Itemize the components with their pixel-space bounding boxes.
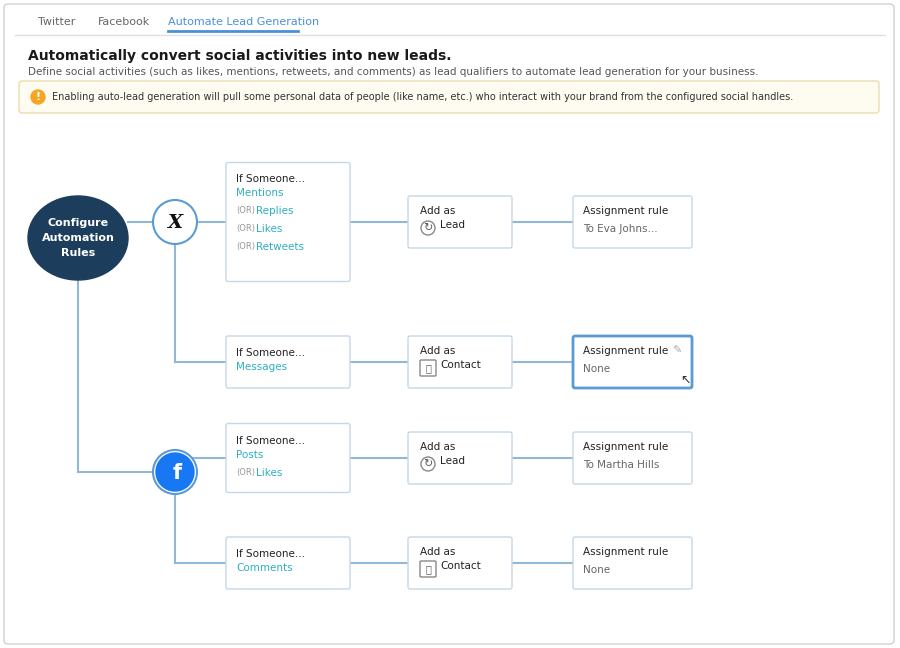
Text: ✎: ✎ bbox=[672, 346, 681, 356]
Text: (OR): (OR) bbox=[236, 242, 255, 251]
Text: Lead: Lead bbox=[440, 220, 465, 230]
FancyBboxPatch shape bbox=[19, 81, 879, 113]
Text: None: None bbox=[583, 364, 610, 374]
Text: Likes: Likes bbox=[256, 467, 283, 478]
Text: Add as: Add as bbox=[420, 547, 455, 557]
FancyBboxPatch shape bbox=[226, 336, 350, 388]
Text: X: X bbox=[167, 214, 183, 232]
Text: Twitter: Twitter bbox=[38, 17, 76, 27]
Text: Define social activities (such as likes, mentions, retweets, and comments) as le: Define social activities (such as likes,… bbox=[28, 67, 759, 77]
Text: (OR): (OR) bbox=[236, 224, 255, 233]
Text: !: ! bbox=[35, 92, 40, 102]
Text: Contact: Contact bbox=[440, 561, 481, 571]
Ellipse shape bbox=[28, 196, 128, 280]
Text: If Someone...: If Someone... bbox=[236, 549, 305, 559]
Text: Assignment rule: Assignment rule bbox=[583, 442, 668, 452]
FancyBboxPatch shape bbox=[408, 196, 512, 248]
Text: Enabling auto-lead generation will pull some personal data of people (like name,: Enabling auto-lead generation will pull … bbox=[52, 92, 793, 102]
Text: Assignment rule: Assignment rule bbox=[583, 346, 668, 356]
FancyBboxPatch shape bbox=[573, 196, 692, 248]
FancyBboxPatch shape bbox=[226, 424, 350, 492]
Circle shape bbox=[153, 450, 197, 494]
Text: If Someone...: If Someone... bbox=[236, 174, 305, 185]
Text: Comments: Comments bbox=[236, 563, 292, 573]
FancyBboxPatch shape bbox=[226, 163, 350, 281]
Text: To Eva Johns...: To Eva Johns... bbox=[583, 224, 658, 234]
FancyBboxPatch shape bbox=[420, 360, 436, 376]
FancyBboxPatch shape bbox=[4, 4, 894, 644]
Text: Automate Lead Generation: Automate Lead Generation bbox=[168, 17, 320, 27]
FancyBboxPatch shape bbox=[573, 537, 692, 589]
Text: Add as: Add as bbox=[420, 442, 455, 452]
FancyBboxPatch shape bbox=[408, 336, 512, 388]
FancyBboxPatch shape bbox=[408, 537, 512, 589]
Circle shape bbox=[421, 221, 435, 235]
Text: Mentions: Mentions bbox=[236, 189, 284, 198]
Text: If Someone...: If Someone... bbox=[236, 435, 305, 446]
Text: 👤: 👤 bbox=[425, 363, 431, 373]
Text: Automatically convert social activities into new leads.: Automatically convert social activities … bbox=[28, 49, 452, 63]
Circle shape bbox=[421, 457, 435, 471]
Text: (OR): (OR) bbox=[236, 207, 255, 216]
Text: None: None bbox=[583, 565, 610, 575]
Text: To Martha Hills: To Martha Hills bbox=[583, 460, 660, 470]
FancyBboxPatch shape bbox=[226, 537, 350, 589]
Text: Posts: Posts bbox=[236, 450, 264, 459]
Text: Configure
Automation
Rules: Configure Automation Rules bbox=[41, 218, 114, 258]
Text: Messages: Messages bbox=[236, 362, 287, 372]
Text: ↻: ↻ bbox=[423, 223, 433, 233]
FancyBboxPatch shape bbox=[420, 561, 436, 577]
Circle shape bbox=[156, 453, 194, 491]
Text: Contact: Contact bbox=[440, 360, 481, 370]
Text: (OR): (OR) bbox=[236, 467, 255, 476]
Text: Retweets: Retweets bbox=[256, 242, 304, 253]
Text: ↖: ↖ bbox=[680, 374, 690, 387]
FancyBboxPatch shape bbox=[573, 336, 692, 388]
Circle shape bbox=[31, 90, 45, 104]
Circle shape bbox=[153, 200, 197, 244]
Text: Assignment rule: Assignment rule bbox=[583, 547, 668, 557]
FancyBboxPatch shape bbox=[573, 432, 692, 484]
Text: Add as: Add as bbox=[420, 346, 455, 356]
Text: Facebook: Facebook bbox=[98, 17, 150, 27]
Text: Likes: Likes bbox=[256, 224, 283, 235]
Text: Lead: Lead bbox=[440, 456, 465, 466]
Text: ↻: ↻ bbox=[423, 459, 433, 469]
Text: Replies: Replies bbox=[256, 207, 293, 216]
Text: 👤: 👤 bbox=[425, 564, 431, 574]
Text: If Someone...: If Someone... bbox=[236, 348, 305, 358]
Text: Add as: Add as bbox=[420, 206, 455, 216]
FancyBboxPatch shape bbox=[408, 432, 512, 484]
Text: f: f bbox=[173, 463, 182, 483]
Text: Assignment rule: Assignment rule bbox=[583, 206, 668, 216]
